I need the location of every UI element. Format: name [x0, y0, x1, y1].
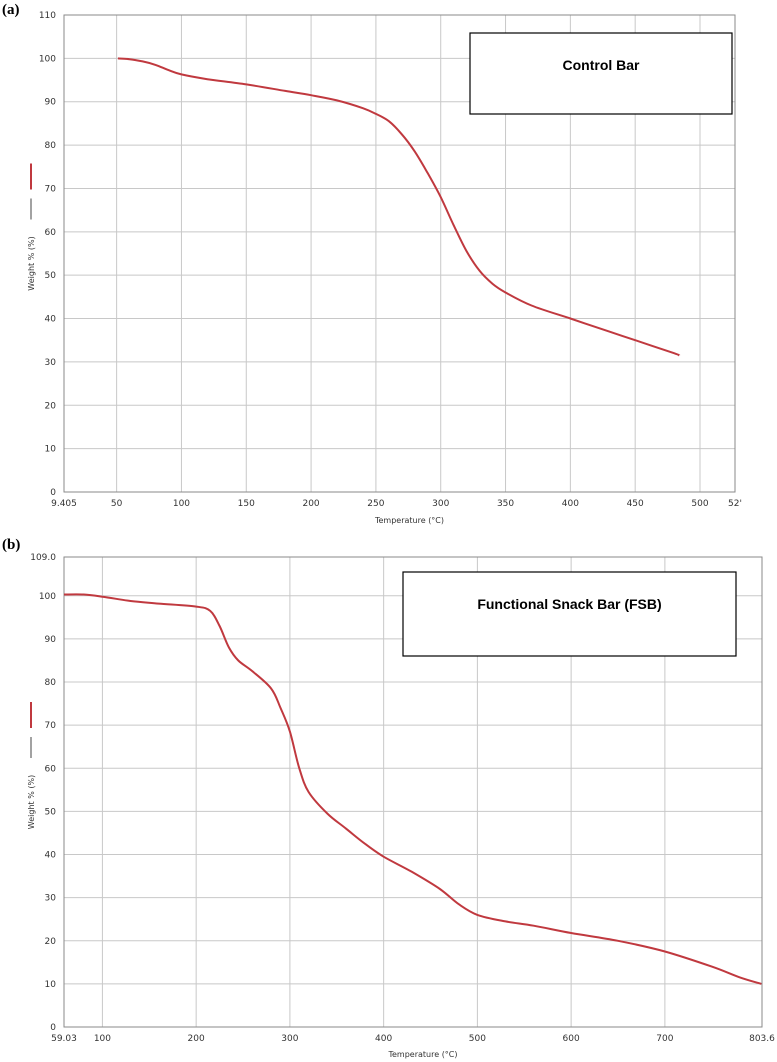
x-tick-label: 50	[111, 499, 123, 509]
x-tick-label: 400	[375, 1034, 392, 1044]
y-axis-title: Weight % (%)	[27, 236, 36, 290]
panel-label-a: (a)	[2, 2, 20, 18]
x-tick-label: 500	[469, 1034, 486, 1044]
legend-box	[469, 32, 733, 115]
y-tick-label: 70	[45, 721, 57, 731]
x-tick-label: 600	[563, 1034, 580, 1044]
x-tick-label: 300	[281, 1034, 298, 1044]
y-tick-label: 30	[45, 894, 57, 904]
y-axis-title: Weight % (%)	[27, 775, 36, 829]
x-tick-label: 9.405	[51, 499, 77, 509]
legend-box-label: Functional Snack Bar (FSB)	[477, 596, 661, 612]
x-axis-title: Temperature (°C)	[387, 1050, 457, 1059]
y-tick-label: 60	[45, 228, 57, 238]
y-tick-label: 40	[45, 315, 57, 325]
y-tick-label: 10	[45, 980, 57, 990]
tga-chart-functional-snack-bar: 59.03 100 200 300 400 500 600 700 803.6 0 10 20 30 40…	[27, 553, 775, 1059]
x-tick-label: 100	[94, 1034, 111, 1044]
y-tick-label: 80	[45, 141, 57, 151]
x-tick-label: 350	[497, 499, 514, 509]
x-tick-label: 250	[367, 499, 384, 509]
panel-label-b: (b)	[2, 537, 21, 553]
x-tick-label: 300	[432, 499, 449, 509]
x-tick-label: 59.03	[51, 1034, 77, 1044]
y-tick-label: 90	[45, 635, 57, 645]
x-axis-title: Temperature (°C)	[374, 516, 444, 525]
y-tick-label: 40	[45, 851, 57, 861]
y-tick-label: 100	[39, 592, 56, 602]
legend-box	[402, 571, 737, 657]
x-tick-label: 500	[691, 499, 708, 509]
series-line	[63, 593, 762, 985]
y-tick-label: 80	[45, 678, 57, 688]
legend-box-label: Control Bar	[563, 57, 641, 73]
x-tick-label: 400	[562, 499, 579, 509]
y-tick-label: 60	[45, 764, 57, 774]
y-tick-label: 100	[39, 54, 56, 64]
y-tick-label: 70	[45, 184, 57, 194]
tga-chart-control-bar: 9.405 50 100 150 200 250 300 350 400 450 500 52' 0 10…	[27, 11, 742, 525]
y-tick-label: 0	[50, 1023, 56, 1033]
y-tick-label: 90	[45, 98, 57, 108]
x-tick-label: 100	[173, 499, 190, 509]
x-tick-label: 803.6	[749, 1034, 775, 1044]
x-tick-label: 52'	[728, 499, 742, 509]
y-tick-label: 30	[45, 358, 57, 368]
y-tick-label: 50	[45, 807, 57, 817]
x-tick-label: 450	[627, 499, 644, 509]
y-tick-label: 10	[45, 445, 57, 455]
plot-frame	[63, 14, 736, 493]
y-tick-label: 0	[50, 488, 56, 498]
y-tick-label: 50	[45, 271, 57, 281]
x-tick-label: 200	[188, 1034, 205, 1044]
y-tick-label: 20	[45, 937, 57, 947]
y-tick-label: 109.0	[30, 553, 56, 563]
y-tick-label: 20	[45, 401, 57, 411]
x-tick-label: 150	[238, 499, 255, 509]
y-tick-label: 110	[39, 11, 56, 21]
x-tick-label: 200	[302, 499, 319, 509]
x-tick-label: 700	[656, 1034, 673, 1044]
series-line	[117, 57, 681, 357]
plot-frame	[63, 556, 763, 1028]
